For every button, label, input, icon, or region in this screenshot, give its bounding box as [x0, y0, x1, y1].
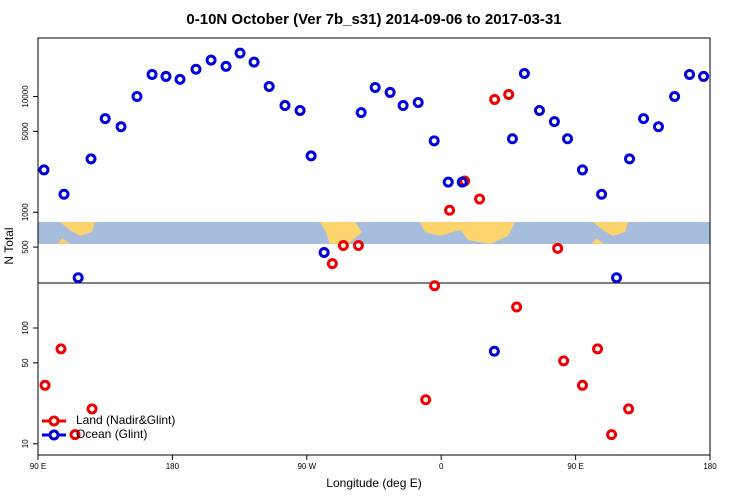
point	[234, 47, 246, 59]
point	[428, 135, 440, 147]
point	[220, 60, 232, 72]
legend-marker	[48, 429, 60, 441]
point	[305, 150, 317, 162]
point	[369, 81, 381, 93]
point	[263, 80, 275, 92]
point	[412, 96, 424, 108]
point	[318, 247, 330, 259]
y-tick-label: 5000	[21, 122, 30, 140]
point	[86, 403, 98, 415]
point	[576, 164, 588, 176]
point	[174, 73, 186, 85]
point	[558, 355, 570, 367]
point	[669, 90, 681, 102]
point	[684, 68, 696, 80]
point	[474, 193, 486, 205]
point	[397, 100, 409, 112]
point	[638, 113, 650, 125]
point	[503, 89, 515, 101]
point	[489, 93, 501, 105]
point	[326, 258, 338, 270]
plot-frame	[37, 37, 711, 456]
point	[85, 153, 97, 165]
point	[38, 164, 50, 176]
y-axis-label: N Total	[2, 227, 16, 264]
point	[624, 153, 636, 165]
point	[131, 90, 143, 102]
point	[698, 70, 710, 82]
point	[562, 133, 574, 145]
point	[58, 188, 70, 200]
point	[429, 280, 441, 292]
point	[442, 176, 454, 188]
point	[511, 301, 523, 313]
x-tick-label: 90 E	[567, 462, 583, 471]
x-axis-label: Longitude (deg E)	[326, 476, 421, 490]
point	[652, 121, 664, 133]
point	[444, 204, 456, 216]
point	[160, 70, 172, 82]
point	[533, 105, 545, 117]
y-tick-label: 10	[21, 439, 30, 448]
point	[190, 63, 202, 75]
point	[355, 107, 367, 119]
point	[548, 116, 560, 128]
y-tick-label: 1000	[21, 203, 30, 221]
x-tick-label: 0	[439, 462, 444, 471]
x-tick-label: 90 E	[30, 462, 46, 471]
y-tick-label: 100	[21, 321, 30, 335]
point	[576, 379, 588, 391]
point	[205, 54, 217, 66]
point	[146, 68, 158, 80]
x-tick-label: 90 W	[297, 462, 316, 471]
point	[592, 343, 604, 355]
point	[596, 188, 608, 200]
point	[623, 403, 635, 415]
point	[456, 176, 468, 188]
x-tick-label: 180	[703, 462, 717, 471]
y-tick-label: 50	[21, 358, 30, 367]
legend-label: Land (Nadir&Glint)	[76, 413, 175, 427]
point	[115, 121, 127, 133]
y-tick-label: 500	[21, 240, 30, 254]
point	[506, 133, 518, 145]
legend-label: Ocean (Glint)	[76, 427, 147, 441]
point	[248, 56, 260, 68]
point	[384, 86, 396, 98]
point	[99, 113, 111, 125]
point	[337, 240, 349, 252]
legend-marker	[48, 415, 60, 427]
point	[279, 100, 291, 112]
point	[518, 67, 530, 79]
point	[55, 343, 67, 355]
point	[606, 429, 618, 441]
point	[69, 429, 81, 441]
point	[294, 105, 306, 117]
point	[420, 394, 432, 406]
point	[552, 242, 564, 254]
x-tick-label: 180	[166, 462, 180, 471]
map-strip	[38, 222, 710, 244]
y-tick-label: 10000	[21, 85, 30, 108]
point	[488, 345, 500, 357]
chart-title: 0-10N October (Ver 7b_s31) 2014-09-06 to…	[186, 11, 561, 28]
point	[72, 272, 84, 284]
point	[352, 240, 364, 252]
point	[39, 379, 51, 391]
point	[611, 272, 623, 284]
